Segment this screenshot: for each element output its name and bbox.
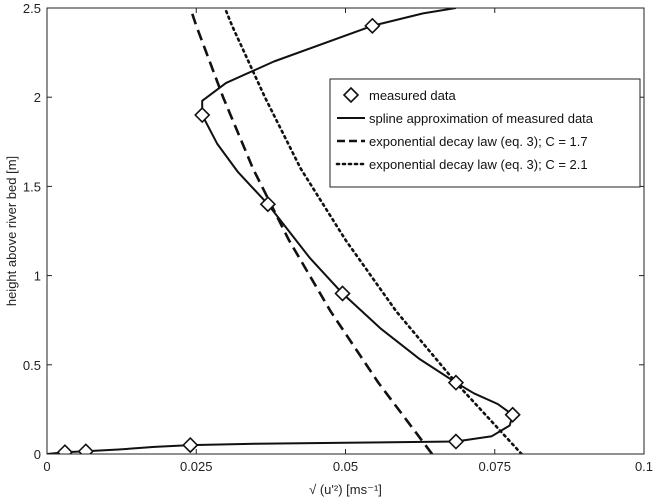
legend-entry-label: measured data — [369, 88, 456, 103]
legend-entry-label: exponential decay law (eq. 3); C = 1.7 — [369, 134, 588, 149]
x-tick-label: 0.025 — [180, 459, 213, 474]
y-tick-label: 1.5 — [23, 179, 41, 194]
y-axis-label: height above river bed [m] — [4, 156, 19, 306]
x-tick-label: 0.05 — [333, 459, 358, 474]
data-point-marker — [334, 285, 351, 302]
y-tick-label: 2 — [34, 90, 41, 105]
data-point-marker — [182, 436, 199, 454]
series-line-solid — [47, 8, 514, 454]
series-line-dashed — [189, 8, 434, 454]
data-point-marker — [447, 433, 465, 450]
y-tick-label: 2.5 — [23, 1, 41, 16]
legend-box — [329, 78, 641, 188]
x-axis-label: √ (u'²) [ms⁻¹] — [309, 482, 382, 497]
data-point-marker — [504, 406, 521, 423]
x-tick-label: 0.075 — [478, 459, 511, 474]
data-point-marker — [364, 17, 381, 34]
legend: measured data spline approximation of mea… — [329, 78, 641, 188]
series-line-dotted — [223, 8, 523, 454]
legend-entry-label: spline approximation of measured data — [369, 111, 594, 126]
y-tick-label: 0 — [34, 447, 41, 462]
x-tick-label: 0.1 — [635, 459, 653, 474]
legend-entry-label: exponential decay law (eq. 3); C = 2.1 — [369, 157, 588, 172]
legend-swatch-diamond — [342, 86, 360, 104]
axis-ticks: 0 0.025 0.05 0.075 0.1 0 0.5 1 1.5 2 2.5 — [23, 1, 653, 474]
data-point-marker — [259, 196, 277, 213]
x-tick-label: 0 — [43, 459, 50, 474]
plot-marks — [47, 8, 523, 454]
plot-frame — [46, 7, 645, 455]
data-point-marker — [77, 443, 94, 454]
data-point-marker — [447, 374, 465, 391]
data-point-marker — [56, 444, 74, 454]
y-tick-label: 1 — [34, 269, 41, 284]
y-tick-label: 0.5 — [23, 358, 41, 373]
data-point-marker — [194, 106, 211, 124]
